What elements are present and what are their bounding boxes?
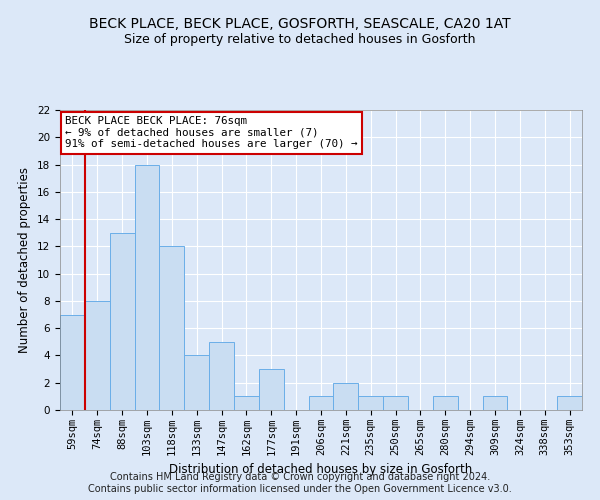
Bar xyxy=(383,396,408,410)
Text: Contains public sector information licensed under the Open Government Licence v3: Contains public sector information licen… xyxy=(88,484,512,494)
Bar xyxy=(482,396,508,410)
Bar xyxy=(85,301,110,410)
Text: BECK PLACE BECK PLACE: 76sqm
← 9% of detached houses are smaller (7)
91% of semi: BECK PLACE BECK PLACE: 76sqm ← 9% of det… xyxy=(65,116,358,149)
Bar xyxy=(184,356,209,410)
Bar xyxy=(358,396,383,410)
Y-axis label: Number of detached properties: Number of detached properties xyxy=(19,167,31,353)
Bar xyxy=(134,164,160,410)
Bar xyxy=(259,369,284,410)
Bar xyxy=(60,314,85,410)
Text: Size of property relative to detached houses in Gosforth: Size of property relative to detached ho… xyxy=(124,32,476,46)
Bar xyxy=(209,342,234,410)
Bar xyxy=(433,396,458,410)
Bar xyxy=(110,232,134,410)
Bar xyxy=(234,396,259,410)
X-axis label: Distribution of detached houses by size in Gosforth: Distribution of detached houses by size … xyxy=(169,464,473,476)
Text: BECK PLACE, BECK PLACE, GOSFORTH, SEASCALE, CA20 1AT: BECK PLACE, BECK PLACE, GOSFORTH, SEASCA… xyxy=(89,18,511,32)
Bar xyxy=(160,246,184,410)
Bar xyxy=(334,382,358,410)
Text: Contains HM Land Registry data © Crown copyright and database right 2024.: Contains HM Land Registry data © Crown c… xyxy=(110,472,490,482)
Bar xyxy=(308,396,334,410)
Bar xyxy=(557,396,582,410)
